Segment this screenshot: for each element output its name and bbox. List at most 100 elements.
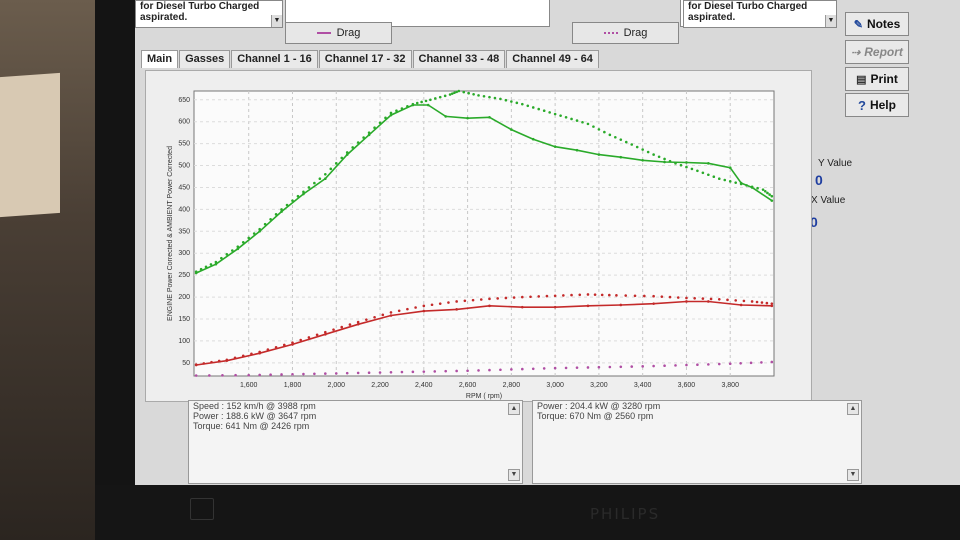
data-point — [356, 371, 360, 375]
info-left-scroll-down[interactable]: ▼ — [508, 469, 520, 481]
y-tick-label: 400 — [178, 206, 190, 213]
data-point — [389, 113, 393, 117]
data-point — [575, 148, 579, 152]
data-point — [367, 371, 371, 375]
data-point — [770, 304, 774, 308]
data-point — [231, 249, 234, 252]
data-point — [531, 106, 535, 109]
left-description-box[interactable]: for Diesel Turbo Charged aspirated. ▼ — [135, 0, 283, 28]
data-point — [592, 125, 595, 128]
dyno-chart[interactable]: 1,600 1,800 2,000 2,200 2,400 2,600 2,800 3,000… — [146, 71, 811, 401]
data-point — [466, 369, 469, 373]
data-point — [455, 90, 458, 94]
data-point — [643, 294, 646, 298]
data-point — [739, 182, 743, 186]
tab-channel-1-16[interactable]: Channel 1 - 16 — [231, 50, 318, 68]
notes-button[interactable]: ✎ Notes — [845, 12, 909, 36]
data-point — [202, 362, 206, 365]
right-description-box[interactable]: for Diesel Turbo Charged aspirated. ▼ — [683, 0, 837, 28]
data-point — [750, 300, 754, 303]
data-point — [433, 370, 437, 373]
data-point — [345, 151, 349, 154]
data-point — [225, 253, 229, 256]
data-point — [512, 296, 516, 299]
data-point — [619, 303, 623, 307]
data-point — [619, 138, 623, 141]
data-point — [477, 369, 480, 372]
report-button[interactable]: ⇢ Report — [845, 40, 909, 64]
info-panel-left: Speed : 152 km/h @ 3988 rpm Power : 188.… — [188, 400, 523, 484]
data-point — [562, 294, 565, 297]
tab-gasses[interactable]: Gasses — [179, 50, 231, 68]
tab-channel-49-64[interactable]: Channel 49 - 64 — [506, 50, 599, 68]
y-tick-label: 250 — [178, 272, 190, 279]
data-point — [282, 343, 286, 347]
y-tick-label: 150 — [178, 316, 190, 323]
print-button[interactable]: ▤ Print — [845, 67, 909, 91]
data-point — [450, 92, 454, 95]
data-point — [701, 297, 705, 300]
data-point — [384, 116, 387, 120]
data-point — [488, 116, 491, 119]
data-point — [411, 102, 415, 106]
data-point — [334, 162, 338, 165]
data-point — [600, 293, 604, 297]
info-left-scroll-up[interactable]: ▲ — [508, 403, 520, 415]
data-point — [389, 370, 393, 374]
data-point — [280, 208, 283, 211]
data-point — [400, 370, 404, 374]
data-point — [597, 128, 601, 131]
data-point — [420, 100, 423, 104]
data-point — [763, 189, 767, 193]
data-point — [707, 363, 710, 366]
data-point — [575, 119, 579, 122]
tab-channel-17-32[interactable]: Channel 17 - 32 — [318, 50, 412, 68]
data-point — [531, 137, 535, 141]
monitor-power-button — [190, 498, 214, 520]
data-point — [291, 199, 294, 202]
data-point — [548, 111, 551, 114]
data-point — [345, 153, 349, 156]
data-point — [318, 177, 322, 180]
data-point — [570, 117, 573, 121]
data-point — [210, 360, 213, 364]
data-point — [685, 165, 688, 169]
tab-main[interactable]: Main — [141, 50, 179, 68]
drag-right-button[interactable]: Drag — [572, 22, 679, 44]
data-point — [745, 184, 748, 187]
data-point — [597, 153, 601, 156]
right-description-line2: aspirated. — [688, 12, 736, 23]
data-point — [624, 140, 628, 144]
data-point — [707, 173, 710, 177]
notes-label: Notes — [866, 17, 901, 31]
data-point — [510, 368, 513, 371]
chart-panel: 1,600 1,800 2,000 2,200 2,400 2,600 2,800 3,000… — [145, 70, 812, 402]
data-point — [373, 126, 376, 130]
tab-channel-33-48[interactable]: Channel 33 - 48 — [412, 50, 506, 68]
data-point — [685, 161, 688, 164]
data-point — [499, 97, 502, 101]
data-point — [479, 298, 483, 301]
data-point — [663, 157, 666, 161]
data-point — [247, 373, 251, 377]
data-point — [760, 361, 763, 364]
data-point — [234, 373, 237, 377]
data-point — [233, 356, 237, 360]
drag-left-button[interactable]: Drag — [285, 22, 392, 44]
left-description-scroll-down[interactable]: ▼ — [271, 15, 282, 27]
data-point — [593, 293, 597, 296]
info-right-scroll-up[interactable]: ▲ — [847, 403, 859, 415]
data-point — [652, 294, 655, 298]
info-right-scroll-down[interactable]: ▼ — [847, 469, 859, 481]
data-point — [608, 133, 612, 137]
data-point — [194, 270, 198, 273]
data-point — [760, 301, 764, 304]
data-point — [209, 263, 213, 266]
help-button[interactable]: ? Help — [845, 93, 909, 117]
data-point — [263, 222, 267, 226]
data-point — [395, 109, 398, 113]
right-description-scroll-down[interactable]: ▼ — [825, 15, 836, 27]
data-point — [586, 304, 590, 308]
data-point — [739, 303, 743, 307]
data-point — [302, 190, 305, 194]
